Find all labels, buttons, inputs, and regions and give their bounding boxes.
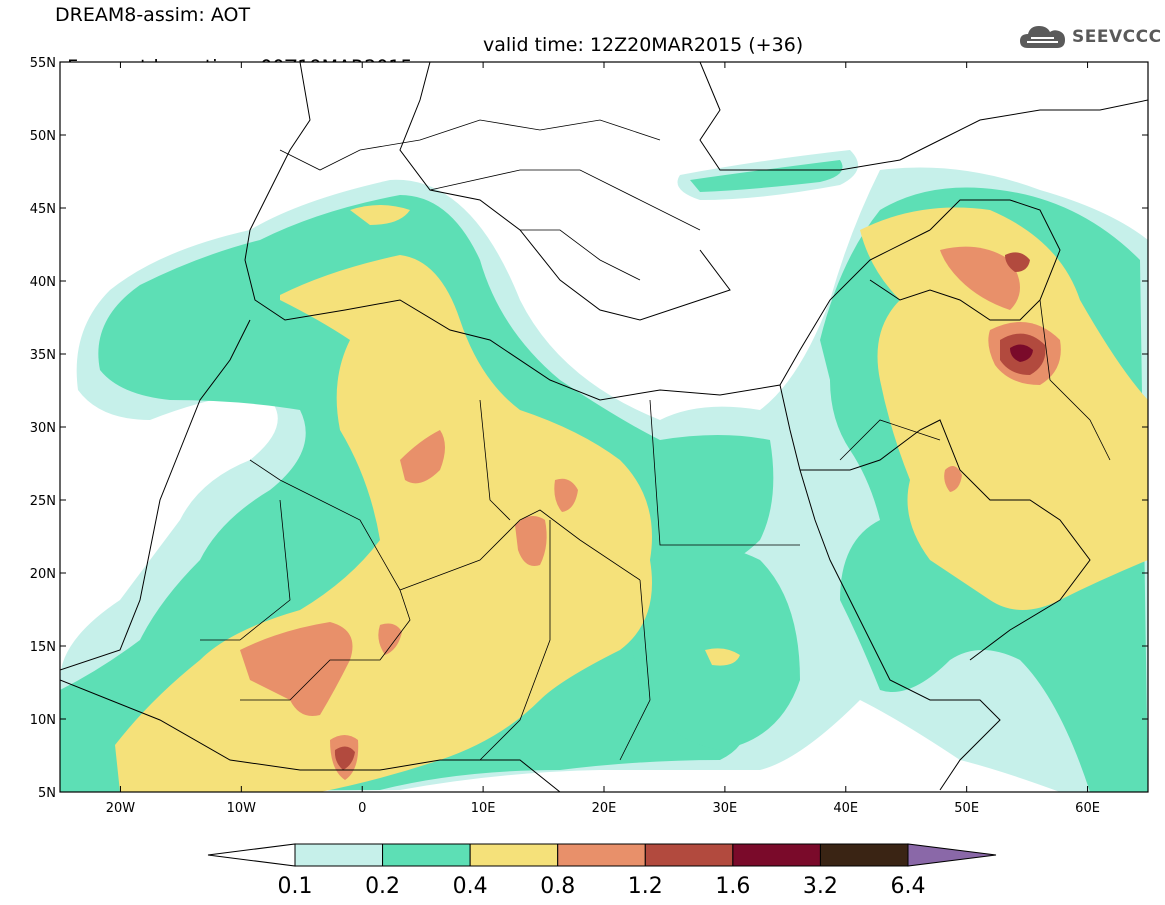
country-borders [200, 119, 1111, 761]
colorbar-label: 0.1 [278, 874, 313, 899]
lon-label: 30E [713, 801, 738, 816]
aot-band-1-6 [1010, 344, 1033, 362]
colorbar-label: 0.8 [540, 874, 575, 899]
lon-label: 10E [471, 801, 496, 816]
lon-label: 40E [833, 801, 858, 816]
lat-label: 55N [30, 56, 56, 71]
aot-band-0-4 [115, 205, 1148, 792]
colorbar-segment [732, 843, 821, 867]
coastlines [60, 62, 1148, 792]
colorbar-segment [644, 843, 734, 867]
longitude-axis: 20W 10W 0 10E 20E 30E 40E 50E 60E [106, 62, 1100, 816]
seevccc-logo: SEEVCCC [1018, 22, 1162, 52]
colorbar-label: 3.2 [803, 874, 838, 899]
lat-label: 35N [30, 348, 56, 363]
lat-label: 30N [30, 421, 56, 436]
colorbar-above-triangle [907, 843, 997, 867]
lon-label: 50E [954, 801, 979, 816]
lat-label: 45N [30, 202, 56, 217]
colorbar-below-triangle [207, 843, 296, 867]
lat-label: 40N [30, 275, 56, 290]
lat-label: 10N [30, 713, 56, 728]
cloud-icon [1020, 26, 1065, 48]
lat-label: 20N [30, 567, 56, 582]
colorbar: 0.1 0.2 0.4 0.8 1.2 1.6 3.2 6.4 [207, 843, 997, 899]
lat-label: 25N [30, 494, 56, 509]
latitude-axis: 55N 50N 45N 40N 35N 30N 25N 20N 15N 10N 5N [30, 56, 1148, 801]
lat-label: 50N [30, 129, 56, 144]
colorbar-label: 6.4 [891, 874, 926, 899]
logo-text: SEEVCCC [1072, 27, 1162, 47]
colorbar-segment [819, 843, 909, 867]
valid-time: valid time: 12Z20MAR2015 (+36) [483, 34, 804, 56]
colorbar-segment [382, 843, 471, 867]
lon-label: 0 [358, 801, 366, 816]
lat-label: 15N [30, 640, 56, 655]
colorbar-segment [557, 843, 646, 867]
colorbar-segment [469, 843, 559, 867]
lon-label: 20W [106, 801, 136, 816]
lon-label: 60E [1075, 801, 1100, 816]
lon-label: 20E [592, 801, 617, 816]
colorbar-segment [294, 843, 384, 867]
colorbar-label: 0.4 [453, 874, 488, 899]
colorbar-label: 0.2 [365, 874, 400, 899]
colorbar-label: 1.2 [628, 874, 663, 899]
colorbar-label: 1.6 [715, 874, 750, 899]
lat-label: 5N [38, 786, 56, 801]
chart-title: DREAM8-assim: AOT [55, 4, 251, 26]
lon-label: 10W [227, 801, 257, 816]
